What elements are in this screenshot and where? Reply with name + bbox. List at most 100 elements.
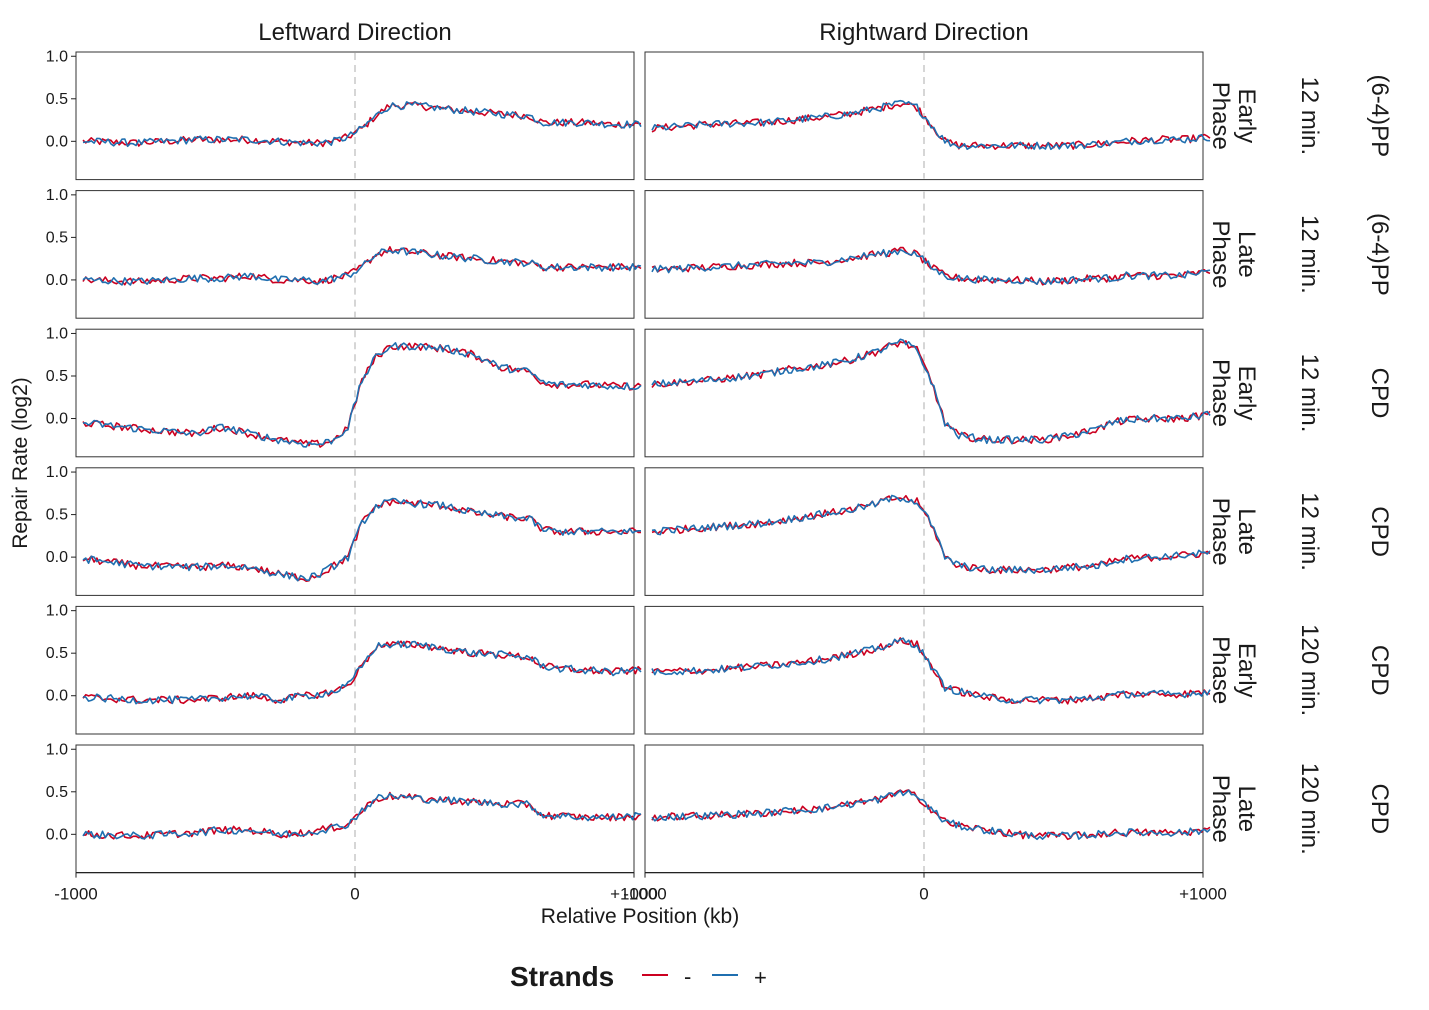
- series-line-plus: [82, 101, 642, 148]
- x-axis-title: Relative Position (kb): [541, 905, 739, 928]
- series-line-minus: [651, 102, 1211, 150]
- panel-right-row-4: [644, 467, 1211, 596]
- legend-label-plus: +: [754, 965, 767, 990]
- series-line-plus: [651, 637, 1211, 705]
- phase-word: Phase: [1207, 636, 1234, 704]
- column-strip-leftward: Leftward Direction: [258, 19, 451, 46]
- phase-word: Early: [1233, 643, 1260, 698]
- series-line-plus: [82, 497, 641, 582]
- y-tick-label: 0.0: [46, 688, 68, 705]
- panel-left-row-2: 0.0 0.5 1.0: [46, 187, 642, 319]
- row-strip-time: 120 min.: [1296, 624, 1323, 716]
- y-tick-label: 1.0: [46, 464, 68, 481]
- y-tick-label: 0.5: [46, 784, 68, 801]
- row-strip-phase: EarlyPhase: [1207, 636, 1260, 704]
- y-axis-title: Repair Rate (log2): [9, 377, 32, 549]
- x-tick-label: 0: [919, 885, 928, 904]
- row-strip-phase: LatePhase: [1207, 775, 1260, 843]
- row-strip-time: 12 min.: [1296, 215, 1323, 294]
- y-tick-label: 1.0: [46, 325, 68, 342]
- row-strip-damage: CPD: [1366, 783, 1393, 834]
- column-strip-rightward: Rightward Direction: [819, 19, 1028, 46]
- x-tick-label: +1000: [610, 885, 658, 904]
- series-line-plus: [651, 789, 1211, 841]
- panel-right-row-5: [644, 605, 1211, 735]
- panel-left-row-1: 0.0 0.5 1.0: [46, 48, 642, 181]
- row-strip-6: LatePhase 120 min. CPD: [1207, 763, 1393, 855]
- panel-right-row-1: [644, 51, 1211, 181]
- phase-word: Early: [1233, 88, 1260, 143]
- panel-left-row-3: 0.0 0.5 1.0: [46, 325, 642, 458]
- phase-word: Early: [1233, 366, 1260, 421]
- row-strip-phase: EarlyPhase: [1207, 359, 1260, 427]
- series-line-minus: [82, 342, 642, 448]
- phase-word: Late: [1233, 508, 1260, 555]
- series-line-plus: [82, 792, 642, 840]
- row-strip-time: 12 min.: [1296, 76, 1323, 155]
- panel-left-row-6: 0.0 0.5 1.0: [46, 741, 642, 874]
- panel-right-row-2: [644, 190, 1211, 319]
- x-axes: -1000 0 +1000-1000 0 +1000: [54, 871, 1227, 904]
- column-strip-labels: Leftward Direction Rightward Direction: [258, 19, 1028, 46]
- row-strip-phase: LatePhase: [1207, 498, 1260, 566]
- series-line-plus: [82, 247, 642, 286]
- y-tick-label: 0.5: [46, 229, 68, 246]
- y-tick-label: 0.5: [46, 507, 68, 524]
- phase-word: Late: [1233, 231, 1260, 278]
- row-strip-time: 120 min.: [1296, 763, 1323, 855]
- x-tick-label: -1000: [54, 885, 97, 904]
- row-strip-2: LatePhase 12 min. (6-4)PP: [1207, 213, 1393, 296]
- row-strip-damage: (6-4)PP: [1366, 213, 1393, 296]
- series-line-plus: [651, 248, 1211, 285]
- y-tick-label: 1.0: [46, 603, 68, 620]
- phase-word: Phase: [1207, 498, 1234, 566]
- row-strip-time: 12 min.: [1296, 492, 1323, 571]
- y-tick-label: 0.5: [46, 368, 68, 385]
- panel-right-row-3: [644, 328, 1211, 458]
- row-strip-time: 12 min.: [1296, 354, 1323, 433]
- phase-word: Late: [1233, 785, 1260, 832]
- row-strip-4: LatePhase 12 min. CPD: [1207, 492, 1393, 571]
- phase-word: Phase: [1207, 359, 1234, 427]
- row-strip-damage: CPD: [1366, 506, 1393, 557]
- series-line-minus: [651, 637, 1211, 705]
- row-strip-5: EarlyPhase 120 min. CPD: [1207, 624, 1393, 716]
- y-tick-label: 1.0: [46, 741, 68, 758]
- row-strip-1: EarlyPhase 12 min. (6-4)PP: [1207, 74, 1393, 157]
- series-line-plus: [651, 494, 1211, 574]
- row-strip-damage: CPD: [1366, 645, 1393, 696]
- x-tick-label: +1000: [1179, 885, 1227, 904]
- y-tick-label: 0.0: [46, 133, 68, 150]
- x-tick-label: 0: [350, 885, 359, 904]
- y-tick-label: 1.0: [46, 187, 68, 204]
- row-strip-damage: CPD: [1366, 368, 1393, 419]
- series-line-plus: [651, 99, 1211, 151]
- phase-word: Phase: [1207, 775, 1234, 843]
- legend-label-minus: -: [684, 964, 691, 989]
- row-strip-3: EarlyPhase 12 min. CPD: [1207, 354, 1393, 433]
- panel-left-row-4: 0.0 0.5 1.0: [46, 464, 641, 596]
- legend-title: Strands: [510, 961, 614, 992]
- phase-word: Phase: [1207, 82, 1234, 150]
- y-tick-label: 0.5: [46, 91, 68, 108]
- series-line-plus: [82, 640, 642, 705]
- y-tick-label: 0.0: [46, 272, 68, 289]
- x-tick-label: -1000: [623, 885, 666, 904]
- y-tick-label: 0.0: [46, 549, 68, 566]
- y-tick-label: 0.0: [46, 411, 68, 428]
- series-line-plus: [651, 338, 1211, 445]
- panel-left-row-5: 0.0 0.5 1.0: [46, 603, 642, 735]
- legend: Strands - +: [510, 961, 767, 992]
- row-strip-phase: EarlyPhase: [1207, 82, 1260, 150]
- y-tick-label: 0.5: [46, 645, 68, 662]
- y-tick-label: 1.0: [46, 48, 68, 65]
- row-strip-phase: LatePhase: [1207, 220, 1260, 288]
- panel-right-row-6: [644, 744, 1211, 874]
- row-strip-damage: (6-4)PP: [1366, 74, 1393, 157]
- chart-panels: 0.00.51.00.00.51.00.00.51.00.00.51.00.00…: [46, 48, 1211, 874]
- phase-word: Phase: [1207, 220, 1234, 288]
- y-tick-label: 0.0: [46, 826, 68, 843]
- series-line-plus: [82, 342, 642, 448]
